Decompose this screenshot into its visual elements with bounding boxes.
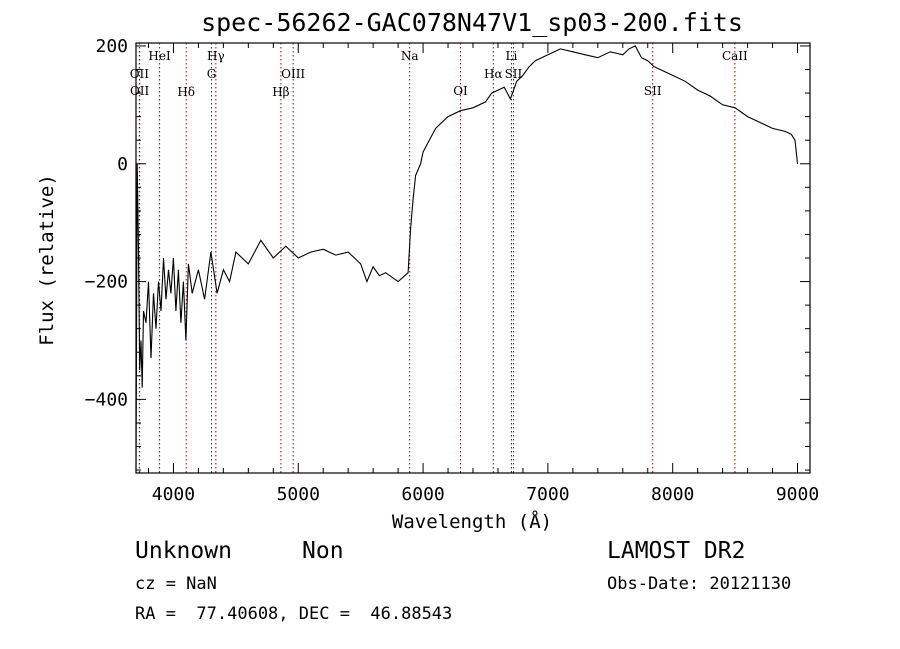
redshift-text: cz = NaN — [135, 574, 217, 594]
axes: 4000 5000 6000 7000 8000 9000 −400 −200 0 200 — [85, 36, 820, 505]
spectral-line-label: OIII — [281, 67, 305, 81]
x-tick-label: 6000 — [401, 484, 444, 505]
spectral-line-label: HeI — [148, 49, 171, 63]
y-tick-label: −200 — [85, 272, 128, 293]
spectral-class: Unknown — [135, 538, 232, 564]
x-axis-label: Wavelength (Å) — [392, 510, 552, 533]
spectral-line-label: CaII — [722, 49, 748, 63]
spectral-line-label: Na — [401, 49, 419, 63]
spectral-line-label: OII — [130, 67, 150, 81]
spectral-line-label: G — [207, 67, 217, 81]
spectral-line-label: Hβ — [272, 85, 289, 99]
y-tick-label: 200 — [95, 36, 128, 57]
spectral-subclass: Non — [302, 538, 344, 564]
chart-title: spec-56262-GAC078N47V1_sp03-200.fits — [201, 8, 743, 37]
spectral-line-label: SII — [644, 84, 662, 98]
survey-name: LAMOST DR2 — [607, 538, 746, 564]
spectral-line-label: SII — [505, 67, 523, 81]
spectral-line-label: OI — [453, 84, 468, 98]
y-axis-label: Flux (relative) — [36, 174, 58, 346]
x-tick-label: 9000 — [776, 484, 819, 505]
x-tick-label: 5000 — [277, 484, 320, 505]
spectral-line-label: Hδ — [177, 85, 195, 99]
spectral-line-label: OII — [130, 84, 150, 98]
spectral-line-label: Li — [506, 49, 518, 63]
spectrum-series-line — [135, 45, 799, 471]
x-tick-label: 8000 — [651, 484, 694, 505]
observation-date: Obs-Date: 20121130 — [607, 574, 792, 594]
x-tick-label: 4000 — [152, 484, 195, 505]
spectral-line-label: Hγ — [207, 49, 225, 63]
x-tick-label: 7000 — [526, 484, 569, 505]
spectral-line-label: Hα — [484, 67, 503, 81]
y-tick-label: −400 — [85, 389, 128, 410]
y-tick-label: 0 — [117, 154, 128, 175]
coordinates-text: RA = 77.40608, DEC = 46.88543 — [135, 604, 453, 624]
